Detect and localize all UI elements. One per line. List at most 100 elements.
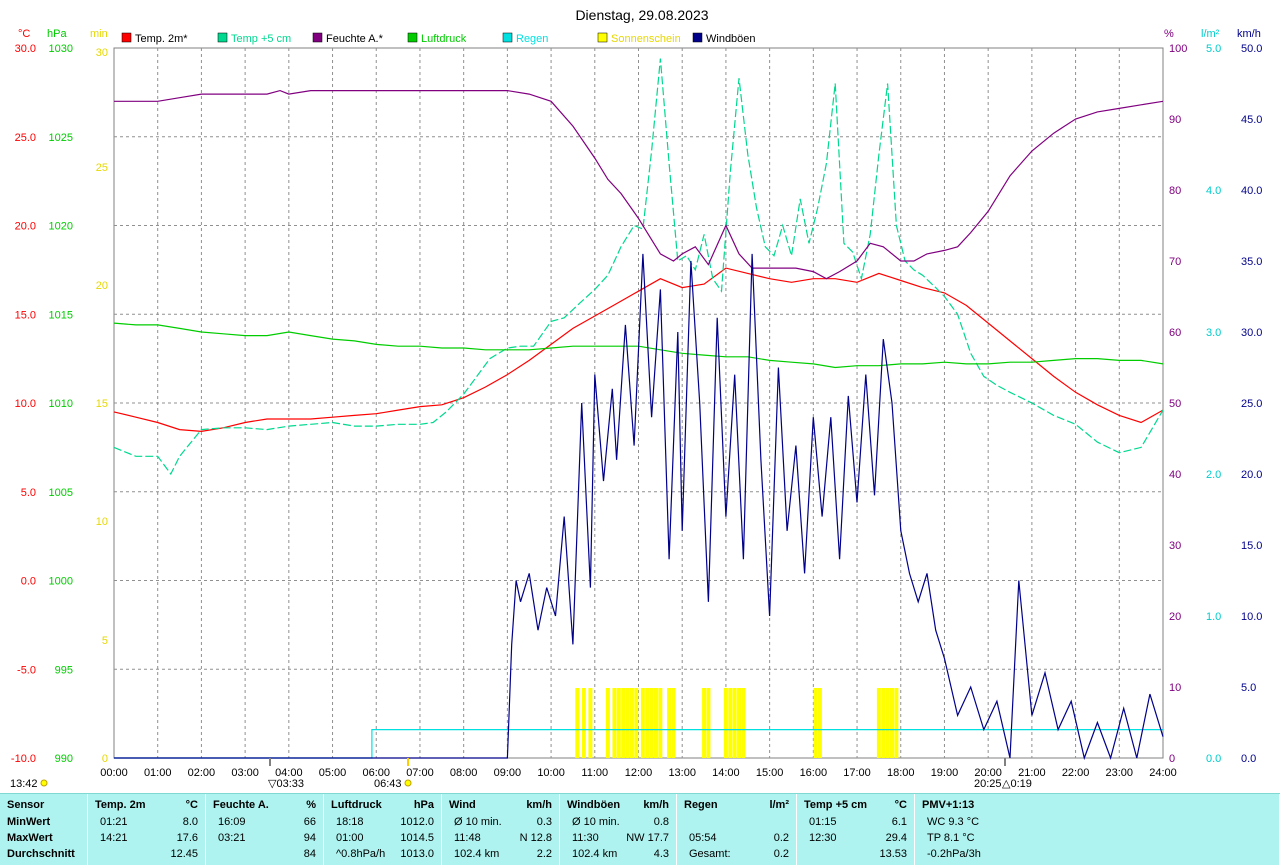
stats-cell: 01:15 <box>809 816 837 828</box>
stats-cell: MinWert <box>7 816 51 828</box>
wind-tick-label: 30.0 <box>1241 327 1262 339</box>
sunshine-bar <box>667 688 672 758</box>
legend-swatch <box>502 32 513 43</box>
sunshine-bar <box>890 688 895 758</box>
humidity-tick-label: 90 <box>1169 114 1181 126</box>
stats-unit: °C <box>185 799 198 811</box>
wind-tick-label: 10.0 <box>1241 611 1262 623</box>
legend-label: Windböen <box>706 33 756 45</box>
stats-column <box>560 794 677 865</box>
stats-cell: 16:09 <box>218 816 246 828</box>
legend-label: Temp. 2m* <box>135 33 188 45</box>
stats-cell: 6.1 <box>891 816 907 828</box>
sunshine-bar <box>728 688 733 758</box>
pressure-tick-label: 995 <box>55 664 73 676</box>
stats-cell: 8.0 <box>182 816 198 828</box>
x-tick-label: 18:00 <box>887 767 915 779</box>
sun-tick-label: 30 <box>96 47 108 59</box>
humidity-tick-label: 50 <box>1169 398 1181 410</box>
wind-tick-label: 50.0 <box>1241 43 1262 55</box>
stats-cell: 17.6 <box>176 832 198 844</box>
sunshine-bar <box>881 688 886 758</box>
stats-cell: -0.2hPa/3h <box>927 848 981 860</box>
sunshine-bar <box>625 688 630 758</box>
stats-cell: WC 9.3 °C <box>927 816 980 828</box>
x-tick-label: 22:00 <box>1062 767 1090 779</box>
pressure-unit: hPa <box>47 28 67 40</box>
x-tick-label: 00:00 <box>100 767 128 779</box>
stats-cell: 102.4 km <box>454 848 500 860</box>
sunshine-bar <box>732 688 737 758</box>
humidity-tick-label: 20 <box>1169 611 1181 623</box>
sunshine-bar <box>894 688 899 758</box>
sunshine-bar <box>658 688 663 758</box>
sun-moon-markers: ▽03:33 06:43 20:25 △0:19 13:42 <box>10 758 1032 790</box>
x-tick-label: 08:00 <box>450 767 478 779</box>
legend-swatch <box>217 32 228 43</box>
x-tick-label: 12:00 <box>625 767 653 779</box>
legend-label: Feuchte A.* <box>326 33 384 45</box>
stats-cell: Ø 10 min. <box>454 816 502 828</box>
stats-header: Wind <box>449 799 476 811</box>
humidity-tick-label: 100 <box>1169 43 1187 55</box>
stats-cell: 14:21 <box>100 832 128 844</box>
humidity-tick-label: 40 <box>1169 469 1181 481</box>
stats-header: Feuchte A. <box>213 799 269 811</box>
legend-swatch <box>597 32 608 43</box>
stats-cell: 01:00 <box>336 832 364 844</box>
temp-unit: °C <box>18 28 30 40</box>
stats-unit: °C <box>894 799 907 811</box>
stats-cell: 29.4 <box>885 832 907 844</box>
stats-column <box>324 794 442 865</box>
sunshine-bar <box>605 688 610 758</box>
temp-tick-label: 25.0 <box>15 132 36 144</box>
stats-column <box>206 794 324 865</box>
sun-tick-label: 10 <box>96 516 108 528</box>
stats-cell: TP 8.1 °C <box>927 832 975 844</box>
x-tick-label: 19:00 <box>931 767 959 779</box>
humidity-tick-label: 60 <box>1169 327 1181 339</box>
sun-tick-label: 5 <box>102 635 108 647</box>
stats-cell: 0.2 <box>773 832 789 844</box>
temp-tick-label: 30.0 <box>15 43 36 55</box>
stats-unit: km/h <box>526 799 552 811</box>
wind-tick-label: 40.0 <box>1241 185 1262 197</box>
stats-cell: 12:30 <box>809 832 837 844</box>
stats-cell: 0.3 <box>536 816 552 828</box>
stats-cell: 13.53 <box>879 848 907 860</box>
stats-cell: 2.2 <box>536 848 552 860</box>
sunshine-bar <box>575 688 580 758</box>
pressure-tick-label: 1015 <box>49 309 73 321</box>
temp-tick-label: -10.0 <box>11 753 36 765</box>
stats-unit: l/m² <box>769 799 789 811</box>
stats-header: Temp +5 cm <box>804 799 868 811</box>
wind-tick-label: 25.0 <box>1241 398 1262 410</box>
humidity-tick-label: 70 <box>1169 256 1181 268</box>
wind-tick-label: 5.0 <box>1241 682 1256 694</box>
sun-unit: min <box>90 28 108 40</box>
rain-tick-label: 5.0 <box>1206 43 1221 55</box>
legend-swatch <box>692 32 703 43</box>
sunshine-bar <box>640 688 645 758</box>
temp-tick-label: 0.0 <box>21 576 36 588</box>
stats-cell: 12.45 <box>170 848 198 860</box>
stats-unit: hPa <box>413 799 434 811</box>
rain-tick-label: 0.0 <box>1206 753 1221 765</box>
stats-header: Regen <box>684 799 718 811</box>
x-tick-label: 01:00 <box>144 767 172 779</box>
wind-tick-label: 20.0 <box>1241 469 1262 481</box>
legend-label: Sonnenschein <box>611 33 681 45</box>
stats-cell: 84 <box>303 848 316 860</box>
legend-swatch <box>312 32 323 43</box>
pressure-tick-label: 1020 <box>49 221 73 233</box>
legend-swatch <box>407 32 418 43</box>
humidity-tick-label: 10 <box>1169 682 1181 694</box>
legend-label: Regen <box>516 33 548 45</box>
sunset-time: 20:25 <box>974 778 1002 790</box>
sunshine-bar <box>817 688 822 758</box>
stats-cell: Durchschnitt <box>7 848 75 860</box>
series-line-windb-en <box>114 253 1164 761</box>
stats-header: Luftdruck <box>331 799 382 811</box>
wind-tick-label: 15.0 <box>1241 540 1262 552</box>
legend-label: Luftdruck <box>421 33 467 45</box>
